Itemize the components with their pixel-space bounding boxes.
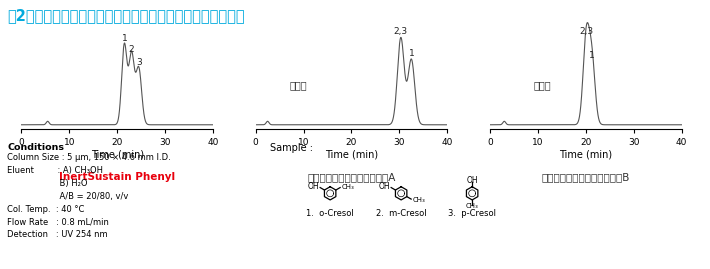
X-axis label: Time (min): Time (min) (325, 150, 378, 160)
Text: CH₃: CH₃ (342, 184, 354, 190)
Text: CH₃: CH₃ (413, 197, 425, 203)
Text: 市販アルキルフェニルカラムB: 市販アルキルフェニルカラムB (542, 172, 630, 182)
Text: InertSustain Phenyl: InertSustain Phenyl (59, 172, 175, 182)
Text: 図2　アルキルフェニル基結合カラムとの分離パターン比較: 図2 アルキルフェニル基結合カラムとの分離パターン比較 (7, 8, 245, 23)
Text: 不分離: 不分離 (533, 81, 551, 91)
Text: Conditions: Conditions (7, 143, 64, 151)
Text: 2: 2 (129, 44, 134, 54)
Text: OH: OH (378, 182, 390, 191)
Text: OH: OH (307, 182, 319, 191)
X-axis label: Time (min): Time (min) (559, 150, 612, 160)
Text: 1: 1 (408, 49, 414, 58)
Text: 不分離: 不分離 (289, 81, 307, 91)
Text: 2,3: 2,3 (394, 27, 408, 36)
Text: Column Size : 5 μm, 150 × 4.6 mm I.D.
Eluent         : A) CH₃OH
                : Column Size : 5 μm, 150 × 4.6 mm I.D. El… (7, 153, 171, 239)
Text: 1: 1 (589, 51, 595, 61)
Text: OH: OH (466, 176, 478, 185)
Text: 2,3: 2,3 (579, 27, 594, 36)
Text: CH₃: CH₃ (466, 203, 479, 209)
Text: 2.  m-Cresol: 2. m-Cresol (376, 209, 427, 218)
X-axis label: Time (min): Time (min) (91, 150, 143, 160)
Text: Sample :: Sample : (270, 143, 313, 153)
Text: 3: 3 (136, 58, 141, 66)
Text: 3.  p-Cresol: 3. p-Cresol (448, 209, 496, 218)
Text: 市販アルキルフェニルカラムA: 市販アルキルフェニルカラムA (307, 172, 395, 182)
Text: 1.  o-Cresol: 1. o-Cresol (306, 209, 354, 218)
Text: 1: 1 (121, 34, 127, 43)
